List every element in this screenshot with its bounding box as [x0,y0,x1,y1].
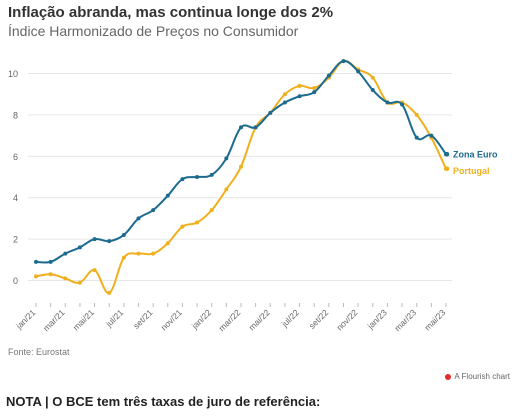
end-marker-0 [444,151,450,157]
y-tick-label: 8 [13,110,18,120]
end-marker-1 [444,166,450,172]
data-point-zona-euro [312,90,317,95]
data-point-portugal [165,241,170,246]
data-point-portugal [63,276,68,281]
data-point-portugal [151,251,156,256]
data-point-zona-euro [151,208,156,213]
data-point-portugal [92,268,97,273]
flourish-logo-icon [445,373,452,380]
data-point-zona-euro [165,193,170,198]
y-tick-label: 2 [13,235,18,245]
data-point-portugal [282,92,287,97]
data-point-zona-euro [180,177,185,182]
y-tick-label: 6 [13,152,18,162]
data-point-zona-euro [209,172,214,177]
x-tick-label: jul/22 [279,307,301,329]
data-point-portugal [180,224,185,229]
data-point-portugal [370,75,375,80]
data-point-zona-euro [195,175,200,179]
data-point-zona-euro [356,69,361,74]
x-tick-label: nov/22 [334,307,359,332]
data-point-zona-euro [385,100,390,105]
data-point-zona-euro [48,259,53,264]
x-tick-label: mar/23 [392,307,418,333]
data-point-zona-euro [341,59,346,64]
data-point-portugal [34,274,38,279]
data-point-portugal [195,220,200,225]
chart-subtitle: Índice Harmonizado de Preços no Consumid… [8,23,299,39]
data-point-portugal [239,164,243,169]
y-tick-label: 4 [13,193,18,203]
data-point-portugal [121,255,126,260]
data-point-zona-euro [282,100,287,105]
data-point-portugal [414,112,419,117]
data-point-zona-euro [92,237,97,242]
x-tick-label: nov/21 [159,307,184,332]
data-point-zona-euro [121,232,126,237]
data-point-portugal [136,251,141,256]
x-tick-label: mar/22 [217,307,243,333]
data-point-zona-euro [224,156,229,161]
data-point-zona-euro [268,110,273,115]
data-point-portugal [224,187,229,192]
data-point-zona-euro [107,239,112,244]
series-end-label: Zona Euro [453,150,498,160]
chart-title: Inflação abranda, mas continua longe dos… [8,4,334,21]
y-tick-label: 10 [8,69,18,79]
x-tick-label: jan/22 [189,307,213,331]
data-point-portugal [107,290,112,295]
x-tick-label: mar/21 [41,307,67,333]
x-tick-label: set/22 [307,307,331,331]
data-point-zona-euro [429,133,434,138]
data-point-zona-euro [414,135,419,140]
series-end-label: Portugal [453,166,490,176]
data-point-portugal [209,208,214,213]
y-tick-label: 0 [13,276,18,286]
flourish-credit[interactable]: A Flourish chart [445,372,510,381]
series-line-portugal [35,59,447,294]
source-note: Fonte: Eurostat [8,347,70,357]
x-tick-label: mai/22 [247,307,272,332]
x-tick-label: mai/21 [71,307,96,332]
x-tick-label: jan/23 [365,307,389,331]
data-point-zona-euro [77,245,82,250]
data-point-zona-euro [297,94,302,99]
data-point-zona-euro [34,259,38,264]
x-tick-label: jan/21 [13,307,37,331]
data-point-zona-euro [400,102,405,107]
x-tick-label: jul/21 [103,307,125,329]
data-point-zona-euro [253,125,258,130]
data-point-portugal [48,272,53,277]
data-point-portugal [77,280,82,285]
data-point-portugal [297,83,302,88]
data-point-zona-euro [370,88,375,93]
note-heading: NOTA | O BCE tem três taxas de juro de r… [6,394,321,409]
credit-label: A Flourish chart [454,372,510,381]
x-tick-label: set/21 [131,307,155,331]
x-tick-label: mai/23 [422,307,447,332]
data-point-zona-euro [239,125,243,130]
data-point-zona-euro [326,73,331,78]
data-point-zona-euro [136,216,141,221]
data-point-zona-euro [63,251,68,256]
data-point-portugal [312,85,317,90]
series-line-zona-euro [35,60,447,264]
